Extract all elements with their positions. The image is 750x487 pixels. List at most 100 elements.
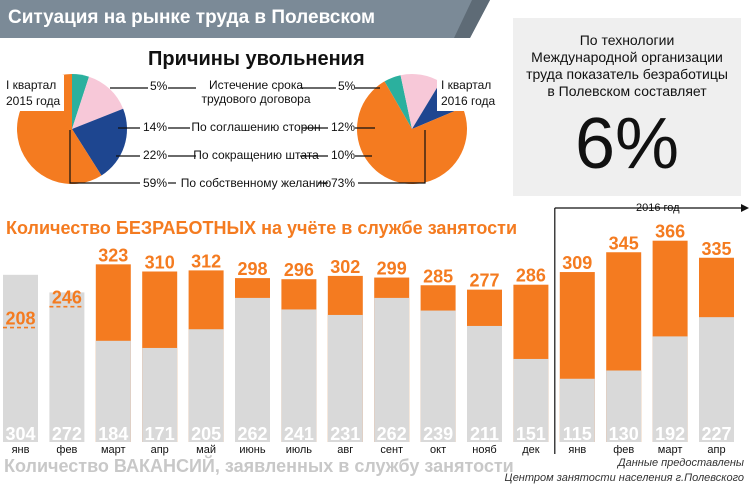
unemployment-info-box: По технологии Международной организации … <box>513 18 741 196</box>
reason-expiry-line2: трудового договора <box>201 92 311 106</box>
vacancy-bar-0 <box>3 274 38 442</box>
unemployed-value-6: 296 <box>284 260 314 280</box>
vacancies-chart-title: Количество ВАКАНСИЙ, заявленных в службу… <box>4 456 514 476</box>
vacancy-bar-13 <box>606 370 642 442</box>
reason-own-will: По собственному желанию <box>180 176 332 190</box>
q2015-label-line1: I квартал <box>6 78 57 92</box>
vacancy-value-9: 239 <box>423 424 453 444</box>
info-line-4: в Полевском составляет <box>547 83 707 99</box>
pct-2016-own-will: 73% <box>331 176 356 190</box>
credits: Данные предоставлены Центром занятости н… <box>504 456 744 486</box>
reason-agreement: По соглашению сторон <box>191 120 321 134</box>
vacancy-value-5: 262 <box>237 424 267 444</box>
vacancy-value-15: 227 <box>701 424 731 444</box>
vacancy-bar-14 <box>652 336 688 442</box>
unemployed-chart-title: Количество БЕЗРАБОТНЫХ на учёте в службе… <box>6 218 518 238</box>
pie-2016-slice-0 <box>384 75 412 129</box>
pie-2016-slice-3 <box>356 81 467 184</box>
month-label-3: апр <box>151 444 169 456</box>
vacancy-value-4: 205 <box>191 424 221 444</box>
unemployed-value-9: 285 <box>423 266 453 286</box>
vacancy-bar-4 <box>188 329 224 442</box>
pct-2015-reduction: 22% <box>143 148 168 162</box>
vacancy-bar-10 <box>467 325 502 442</box>
unemployed-value-1: 246 <box>52 288 82 308</box>
unemployed-value-2: 323 <box>98 245 128 265</box>
q2016-label: I квартал 2016 года <box>437 75 500 111</box>
vacancy-value-13: 130 <box>609 424 639 444</box>
q2016-label-line1: I квартал <box>441 78 492 92</box>
info-line-3: труда показатель безработицы <box>526 66 728 82</box>
pct-2016-reduction: 10% <box>331 148 356 162</box>
month-label-14: март <box>658 444 683 456</box>
credits-line2: Центром занятости населения г.Полевского <box>504 472 744 484</box>
vacancy-bar-5 <box>235 297 270 442</box>
pie-2016-slice-1 <box>400 74 441 129</box>
month-label-11: дек <box>522 444 540 456</box>
pct-2015-expiry: 5% <box>150 79 168 93</box>
unemployed-value-4: 312 <box>191 251 221 271</box>
year-arrow <box>741 204 749 212</box>
pie-connector-6 <box>69 130 140 184</box>
vacancy-value-11: 151 <box>516 424 546 444</box>
month-label-1: фев <box>56 444 77 456</box>
pct-2015-agreement: 14% <box>143 120 168 134</box>
vacancy-bar-2 <box>95 340 131 442</box>
unemployed-value-8: 299 <box>377 259 407 279</box>
unemployment-rate-value: 6% <box>574 104 680 184</box>
vacancy-bar-7 <box>327 314 363 442</box>
credits-line1: Данные предоставлены <box>617 457 744 469</box>
vacancy-value-10: 211 <box>470 424 499 444</box>
page-title: Ситуация на рынке труда в Полевском <box>8 7 376 28</box>
pie-2015-slice-2 <box>72 108 127 176</box>
vacancy-bar-11 <box>513 358 549 442</box>
month-label-12: янв <box>568 444 586 456</box>
month-label-5: июнь <box>239 444 265 456</box>
vacancy-bar-15 <box>699 317 734 442</box>
unemployed-value-12: 309 <box>562 253 592 273</box>
month-label-13: фев <box>613 444 634 456</box>
reason-reduction: По сокращению штата <box>193 148 319 162</box>
month-label-10: нояб <box>472 444 496 456</box>
info-line-2: Международной организации <box>531 49 723 65</box>
vacancy-value-2: 184 <box>98 424 128 444</box>
vacancy-value-3: 171 <box>145 424 175 444</box>
vacancy-value-12: 115 <box>563 424 592 444</box>
month-label-4: май <box>196 444 216 456</box>
month-label-2: март <box>101 444 126 456</box>
vacancy-bar-1 <box>49 292 85 442</box>
year-2016-label: 2016 год <box>636 202 680 214</box>
vacancy-bar-12 <box>559 378 595 442</box>
pct-2015-own-will: 59% <box>143 176 168 190</box>
q2015-label-line2: 2015 года <box>6 94 61 108</box>
month-label-8: сент <box>380 444 403 456</box>
month-label-7: авг <box>337 444 353 456</box>
pct-2016-expiry: 5% <box>338 79 356 93</box>
pie-connector-15 <box>358 130 426 184</box>
unemployed-value-5: 298 <box>237 259 267 279</box>
unemployed-value-13: 345 <box>609 233 639 253</box>
reason-expiry-line1: Истечение срока <box>208 78 304 92</box>
unemployed-value-0: 208 <box>5 309 35 329</box>
unemployed-value-10: 277 <box>469 271 499 291</box>
q2016-label-line2: 2016 года <box>441 94 496 108</box>
header-banner: Ситуация на рынке труда в Полевском <box>0 0 490 38</box>
unemployed-value-7: 302 <box>330 257 360 277</box>
unemployed-value-15: 335 <box>701 239 731 259</box>
info-line-1: По технологии <box>579 32 675 48</box>
vacancy-value-8: 262 <box>377 424 407 444</box>
vacancy-bar-9 <box>420 310 456 442</box>
q2015-label: I квартал 2015 года <box>2 75 65 111</box>
pies-title: Причины увольнения <box>148 48 365 70</box>
month-label-6: июль <box>286 444 313 456</box>
vacancy-bar-6 <box>281 309 317 442</box>
info-text: По технологии Международной организации … <box>513 32 741 100</box>
unemployed-value-3: 310 <box>145 253 175 273</box>
vacancy-value-7: 231 <box>330 424 360 444</box>
pie-2015-slice-1 <box>72 76 124 129</box>
pie-2015-slice-0 <box>72 74 89 129</box>
month-label-9: окт <box>430 444 446 456</box>
reason-expiry: Истечение срока трудового договора <box>186 78 326 106</box>
vacancy-value-0: 304 <box>5 424 35 444</box>
banner-shape <box>0 0 490 38</box>
